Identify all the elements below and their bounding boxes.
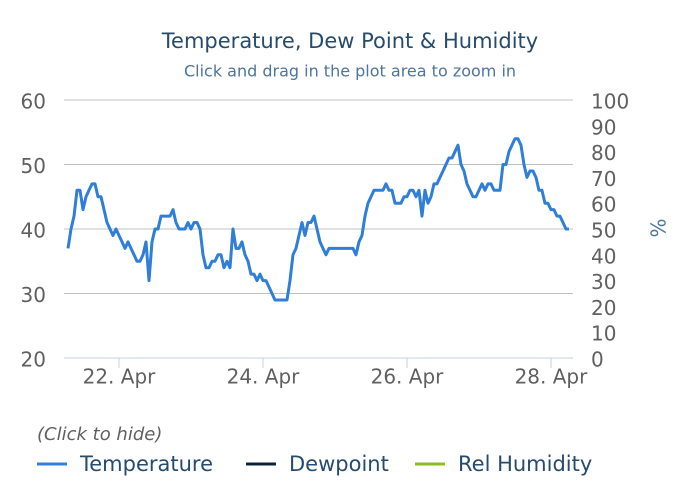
- y2-tick-label: 90: [591, 115, 616, 139]
- legend-label: Temperature: [79, 452, 213, 476]
- y-tick-label: 20: [21, 348, 46, 372]
- y-tick-label: 30: [21, 283, 46, 307]
- legend-item[interactable]: Dewpoint: [246, 452, 389, 476]
- y-tick-label: 60: [21, 90, 46, 114]
- y2-tick-label: 0: [591, 348, 604, 372]
- y2-axis-title: %: [647, 218, 671, 237]
- chart-subtitle: Click and drag in the plot area to zoom …: [184, 62, 516, 81]
- series-line: [66, 137, 569, 302]
- legend-item[interactable]: Rel Humidity: [415, 452, 592, 476]
- legend-title: (Click to hide): [37, 424, 162, 445]
- y2-tick-label: 30: [591, 270, 616, 294]
- legend-label: Rel Humidity: [458, 452, 592, 476]
- y2-tick-label: 60: [591, 193, 616, 217]
- legend-label: Dewpoint: [289, 452, 389, 476]
- x-tick-label: 28. Apr: [515, 365, 589, 389]
- chart-title: Temperature, Dew Point & Humidity: [161, 29, 538, 53]
- x-tick-label: 22. Apr: [83, 365, 157, 389]
- y2-tick-label: 10: [591, 322, 616, 346]
- y2-tick-label: 80: [591, 141, 616, 165]
- y2-tick-label: 40: [591, 244, 616, 268]
- y2-tick-label: 20: [591, 296, 616, 320]
- y-tick-label: 40: [21, 219, 46, 243]
- y2-tick-label: 100: [591, 90, 629, 114]
- y-tick-label: 50: [21, 154, 46, 178]
- legend-item[interactable]: Temperature: [37, 452, 213, 476]
- y2-tick-label: 50: [591, 219, 616, 243]
- x-tick-label: 24. Apr: [227, 365, 301, 389]
- x-tick-label: 26. Apr: [371, 365, 445, 389]
- y2-tick-label: 70: [591, 167, 616, 191]
